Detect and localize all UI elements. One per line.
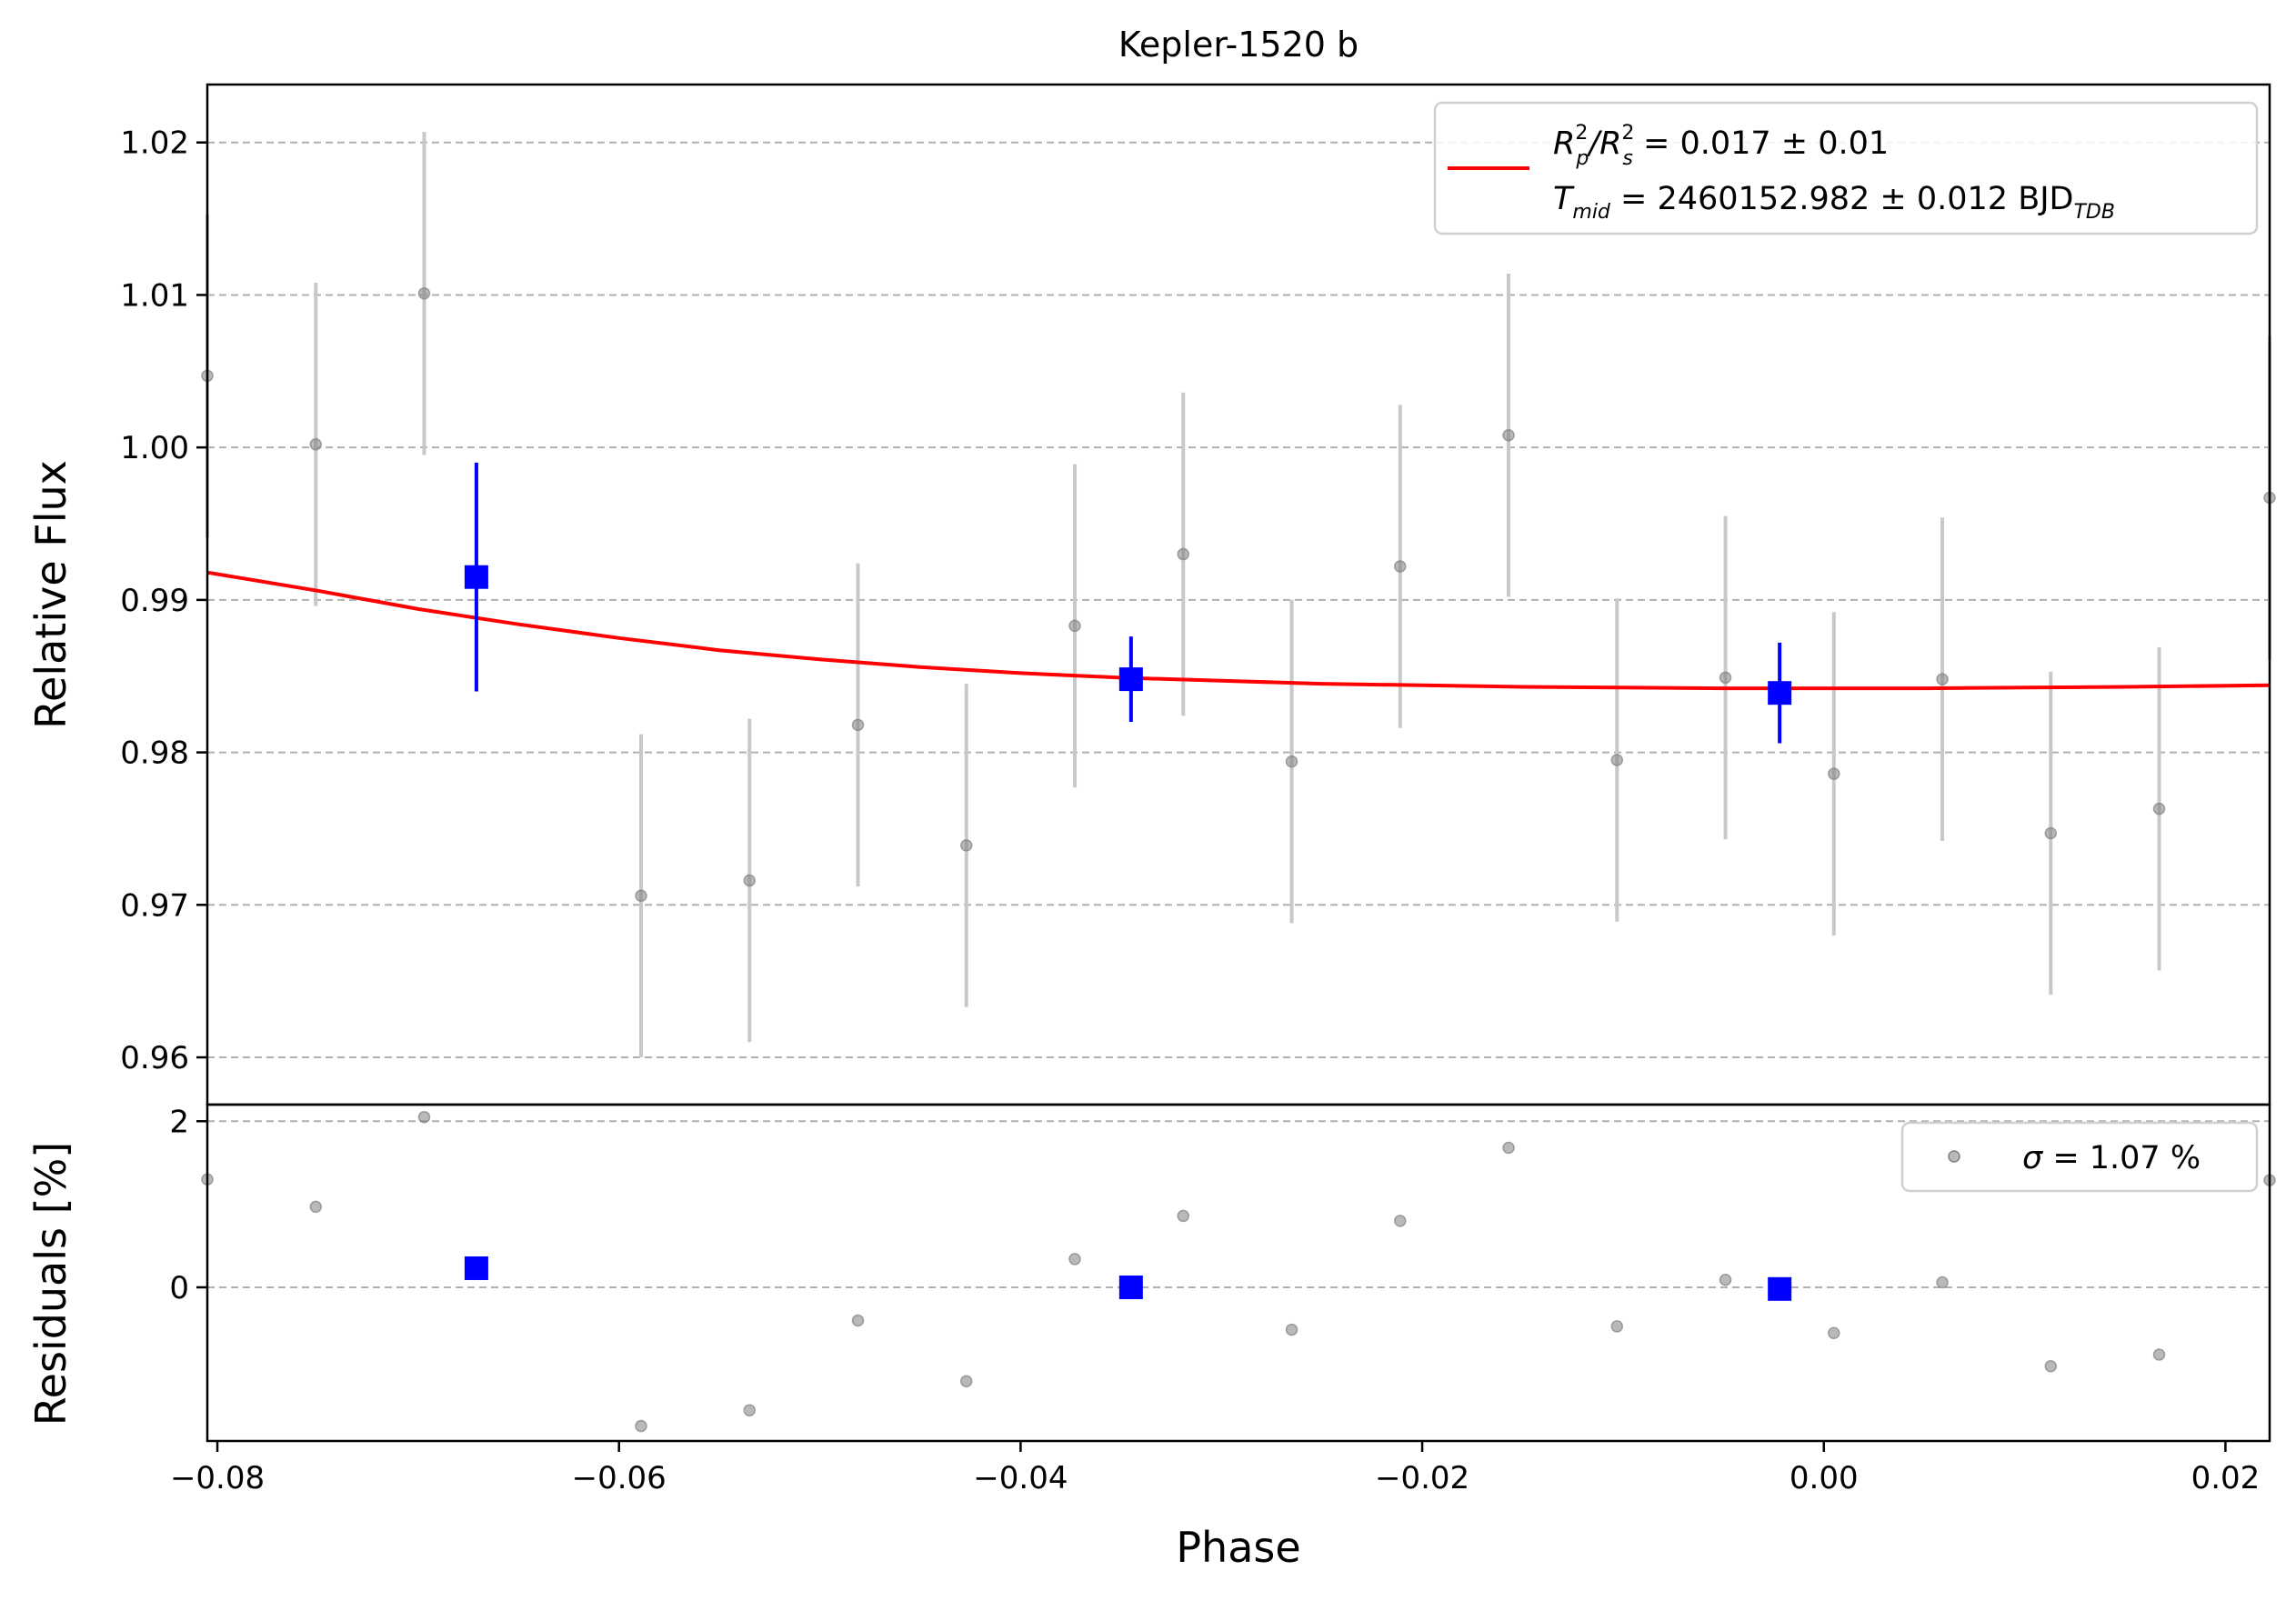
x-tick-label: −0.02: [1375, 1460, 1469, 1496]
x-tick-label: 0.00: [1790, 1460, 1859, 1496]
residual-point: [851, 1314, 865, 1327]
raw-point: [960, 839, 973, 852]
legend-residual-swatch: [1948, 1150, 1960, 1163]
raw-point: [309, 438, 323, 451]
legend-box: [1433, 101, 2259, 235]
raw-point: [1936, 673, 1949, 685]
residual-point: [1828, 1326, 1840, 1339]
y-tick-label: 0.99: [120, 583, 189, 619]
raw-point: [2044, 826, 2058, 840]
residual-point: [960, 1375, 973, 1387]
y-tick-label: 1.02: [120, 125, 189, 162]
binned-point: [464, 565, 488, 589]
residuals-y-axis-label: Residuals [%]: [26, 1142, 75, 1426]
x-tick-label: −0.04: [973, 1460, 1068, 1496]
lightcurve-y-ticks: 0.96 0.97 0.98 0.99 1.00 1.01 1.02: [120, 125, 207, 1076]
lightcurve-binned-points: [464, 462, 1792, 744]
x-tick-label: −0.08: [170, 1460, 265, 1496]
residuals-binned-points: [464, 1256, 1792, 1301]
binned-point: [1118, 667, 1143, 692]
y-tick-label: 1.01: [120, 277, 189, 314]
raw-point: [1177, 547, 1190, 561]
legend-midtime: Tmid = 2460152.982 ± 0.012 BJDTDB: [1553, 181, 2115, 224]
residual-point: [1502, 1141, 1515, 1155]
binned-residual-point: [1118, 1275, 1143, 1299]
y-tick-label: 1.00: [120, 430, 189, 466]
residual-point: [2152, 1348, 2166, 1361]
residuals-y-ticks: 02: [169, 1104, 207, 1306]
raw-point: [1610, 754, 1624, 766]
lightcurve-legend: R2 p/R2 s = 0.017 ± 0.01 Tmid = 2460152.98…: [1433, 101, 2259, 235]
residual-point: [1936, 1276, 1949, 1289]
raw-point: [1068, 619, 1081, 633]
residual-point: [743, 1404, 757, 1416]
residual-point: [417, 1110, 431, 1124]
residual-point: [1177, 1209, 1190, 1223]
model-curve: [206, 570, 2271, 691]
lightcurve-panel: 0.96 0.97 0.98 0.99 1.00 1.01 1.02 Relative Fl…: [26, 83, 2276, 1106]
x-tick-label: −0.06: [572, 1460, 667, 1496]
residual-point: [1068, 1253, 1081, 1266]
lightcurve-y-axis-label: Relative Flux: [26, 460, 75, 729]
y-tick-label: 0.97: [120, 887, 189, 924]
residual-point: [635, 1419, 647, 1433]
raw-point: [1502, 428, 1515, 442]
raw-point: [743, 874, 757, 887]
legend-sigma: σ = 1.07 %: [2022, 1140, 2201, 1176]
lightcurve-gridlines: [207, 141, 2270, 1059]
residual-point: [1394, 1215, 1407, 1227]
raw-point: [1719, 671, 1732, 685]
residuals-axes-frame: [206, 1103, 2271, 1443]
binned-residual-point: [464, 1256, 488, 1280]
residual-point: [2044, 1360, 2058, 1373]
residual-point: [1719, 1274, 1732, 1286]
binned-residual-point: [1768, 1276, 1792, 1301]
residuals-gridlines: [207, 1120, 2270, 1288]
residuals-panel: 02 −0.08 −0.06 −0.04 −0.02 0.00 0.02 Residual…: [26, 1103, 2276, 1572]
y-tick-label: 0: [169, 1270, 189, 1306]
raw-point: [417, 287, 431, 300]
raw-point: [1285, 755, 1298, 768]
residual-point: [1610, 1320, 1624, 1333]
legend-radius-ratio: R2 p/R2 s = 0.017 ± 0.01: [1553, 122, 1889, 170]
x-tick-label: 0.02: [2191, 1460, 2261, 1496]
raw-point: [635, 889, 647, 902]
x-axis-label: Phase: [1176, 1523, 1300, 1572]
y-tick-label: 0.98: [120, 735, 189, 772]
binned-point: [1768, 681, 1792, 705]
chart-title: Kepler-1520 b: [1118, 25, 1359, 65]
raw-point: [1394, 560, 1407, 573]
x-ticks: −0.08 −0.06 −0.04 −0.02 0.00 0.02: [170, 1441, 2260, 1496]
y-tick-label: 0.96: [120, 1040, 189, 1076]
raw-point: [851, 718, 865, 732]
y-tick-label: 2: [169, 1104, 189, 1140]
residuals-legend: σ = 1.07 %: [1900, 1121, 2259, 1193]
raw-point: [2152, 802, 2166, 816]
legend-box: [1900, 1121, 2259, 1193]
residual-point: [309, 1200, 323, 1214]
raw-point: [1828, 767, 1840, 780]
residual-point: [1285, 1323, 1298, 1336]
